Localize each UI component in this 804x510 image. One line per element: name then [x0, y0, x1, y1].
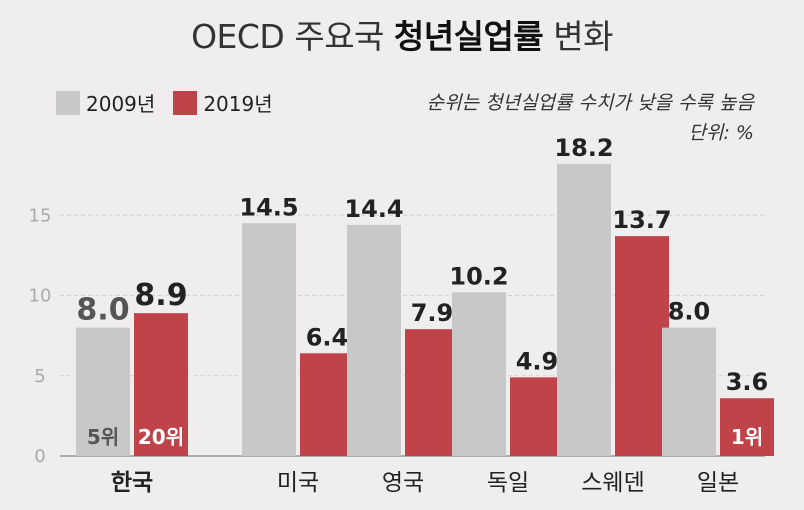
- value-label: 6.4: [306, 323, 349, 351]
- rank-label: 1위: [731, 425, 763, 449]
- legend-item-2009: 2009년: [56, 88, 155, 117]
- legend-swatch-2009: [56, 90, 80, 115]
- y-tick-label: 0: [34, 446, 45, 467]
- bar-2009: [242, 223, 296, 456]
- rank-label: 5위: [87, 425, 119, 449]
- value-label: 3.6: [726, 368, 769, 396]
- bar-2019: [405, 329, 459, 456]
- legend-label-2019: 2019년: [203, 92, 273, 116]
- value-label: 7.9: [411, 299, 454, 327]
- category-label: 미국: [277, 470, 319, 496]
- value-label: 13.7: [612, 206, 671, 234]
- bar-2019: [615, 236, 669, 456]
- chart-title: OECD 주요국 청년실업률 변화: [0, 10, 804, 58]
- legend-item-2019: 2019년: [173, 88, 273, 117]
- bar-2009: [557, 163, 611, 456]
- legend-label-2009: 2009년: [86, 92, 156, 116]
- value-label: 8.0: [668, 298, 711, 326]
- bar-2019: [510, 377, 564, 456]
- y-tick-label: 15: [29, 205, 52, 226]
- y-tick-label: 10: [29, 286, 52, 307]
- bar-2009: [76, 327, 130, 456]
- title-prefix: OECD 주요국: [191, 17, 394, 56]
- category-label: 한국: [111, 470, 153, 496]
- note-ranking: 순위는 청년실업률 수치가 낮을 수록 높음: [426, 92, 754, 114]
- rank-label: 20위: [138, 425, 184, 449]
- value-label: 14.5: [239, 193, 298, 221]
- legend: 2009년 2019년: [56, 88, 291, 117]
- title-suffix: 변화: [543, 17, 613, 56]
- category-label: 독일: [487, 470, 529, 496]
- y-tick-label: 5: [34, 366, 45, 387]
- legend-swatch-2019: [173, 90, 198, 115]
- bar-2019: [134, 313, 188, 456]
- bar-2009: [347, 224, 401, 456]
- bar-2009: [452, 292, 506, 456]
- category-label: 일본: [697, 470, 739, 496]
- bar-2019: [720, 398, 774, 456]
- value-label: 4.9: [516, 347, 559, 375]
- value-label: 10.2: [449, 262, 508, 290]
- category-label: 영국: [382, 470, 424, 496]
- note-unit: 단위: %: [688, 122, 754, 144]
- bar-2009: [662, 327, 716, 456]
- bar-2019: [300, 353, 354, 456]
- value-label: 14.4: [344, 195, 403, 223]
- title-strong: 청년실업률: [393, 17, 544, 56]
- category-label: 스웨덴: [581, 470, 644, 496]
- value-label: 8.9: [134, 278, 187, 313]
- value-label: 8.0: [76, 293, 129, 328]
- chart-note: 순위는 청년실업률 수치가 낮을 수록 높음 단위: %: [427, 88, 754, 148]
- value-label: 18.2: [554, 134, 613, 162]
